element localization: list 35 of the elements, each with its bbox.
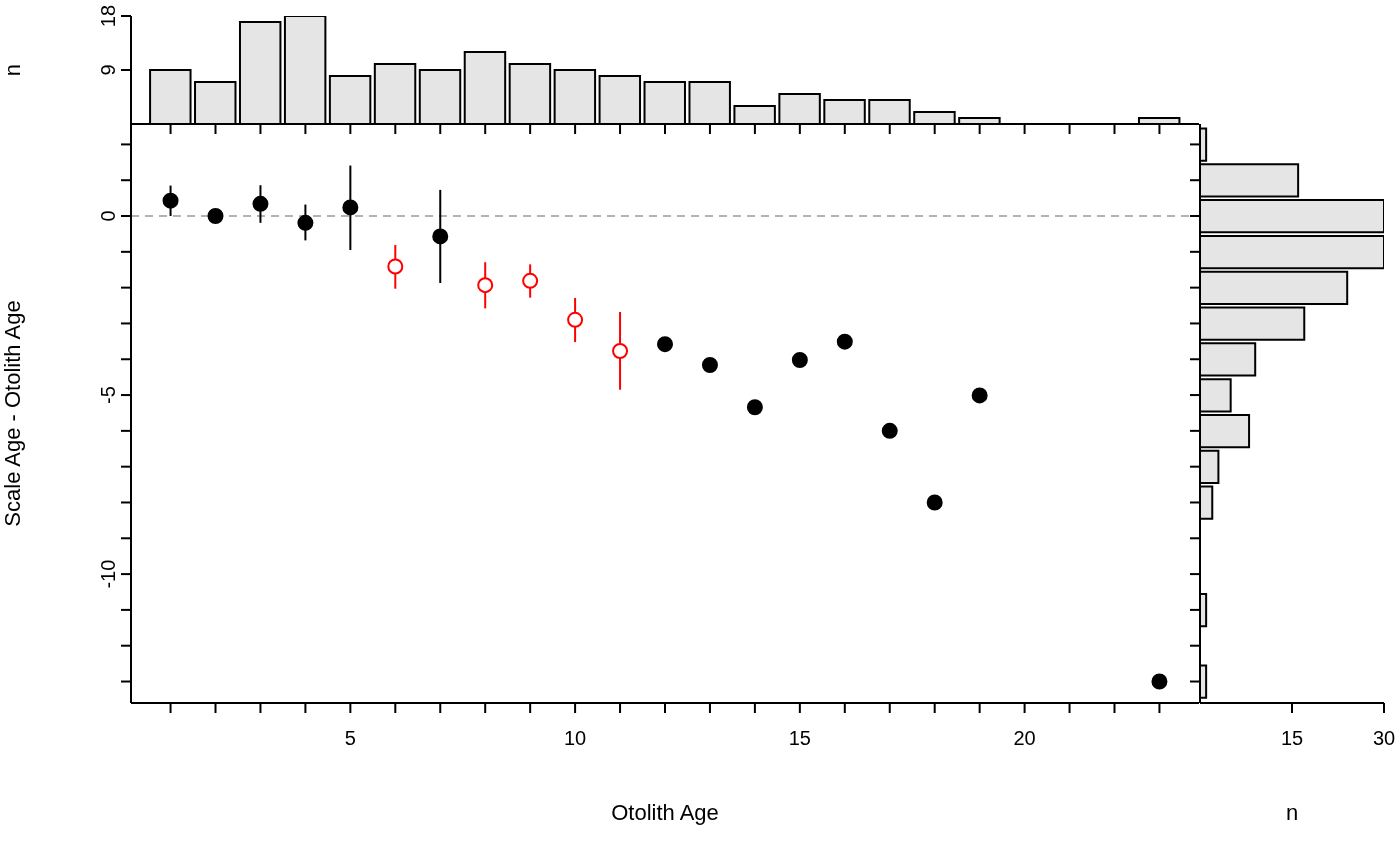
- y-tick-label: -5: [97, 386, 119, 404]
- point: [342, 199, 359, 216]
- x-tick-label: 20: [1013, 727, 1036, 749]
- x-tick-label: 5: [344, 727, 356, 749]
- point: [1151, 673, 1168, 690]
- point: [207, 208, 224, 225]
- x-tick-label: 30: [1372, 727, 1396, 749]
- y-tick-label: -10: [97, 559, 119, 589]
- point: [746, 399, 763, 416]
- y-tick-label: 0: [97, 210, 119, 222]
- point: [297, 214, 314, 231]
- point: [522, 272, 539, 289]
- x-tick-label: 10: [563, 727, 587, 749]
- x-tick-label: 15: [788, 727, 811, 749]
- point: [612, 343, 629, 360]
- point: [432, 228, 449, 245]
- point: [836, 333, 853, 350]
- y-axis-title: Scale Age - Otolith Age: [0, 300, 25, 527]
- y-axis-title: n: [0, 63, 25, 77]
- x-axis-title: n: [1284, 800, 1300, 826]
- point: [567, 311, 584, 328]
- point: [881, 422, 898, 439]
- point: [387, 258, 404, 275]
- y-tick-label: 18: [97, 4, 119, 28]
- point: [657, 336, 673, 353]
- point: [701, 356, 718, 373]
- y-tick-label: 9: [97, 64, 119, 76]
- point: [477, 277, 494, 294]
- x-tick-label: 15: [1280, 727, 1304, 749]
- x-axis-title: Otolith Age: [610, 800, 720, 826]
- point: [252, 195, 269, 212]
- point: [971, 387, 988, 404]
- point: [791, 351, 808, 368]
- point: [926, 494, 943, 511]
- point: [162, 192, 179, 209]
